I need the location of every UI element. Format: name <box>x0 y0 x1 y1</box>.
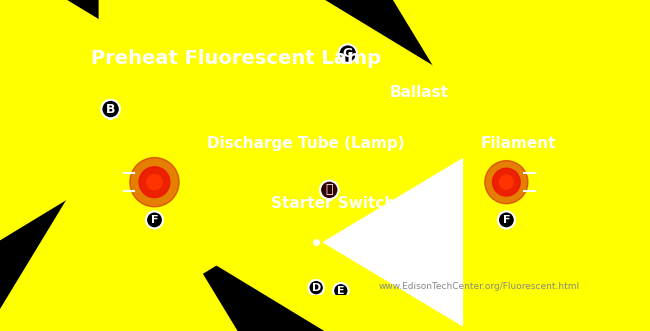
Text: Preheat Fluorescent Lamp: Preheat Fluorescent Lamp <box>90 49 381 68</box>
Text: www.EdisonTechCenter.org/Fluorescent.html: www.EdisonTechCenter.org/Fluorescent.htm… <box>378 282 580 291</box>
Bar <box>330 91 355 95</box>
Circle shape <box>146 212 163 228</box>
Circle shape <box>333 283 348 299</box>
Circle shape <box>320 181 339 199</box>
Text: D: D <box>311 283 321 293</box>
Text: Filament: Filament <box>480 136 556 151</box>
Circle shape <box>493 168 520 196</box>
FancyBboxPatch shape <box>123 155 536 210</box>
Text: E: E <box>337 286 344 296</box>
Text: B: B <box>106 103 115 116</box>
Text: G: G <box>343 47 353 60</box>
FancyBboxPatch shape <box>277 57 388 135</box>
Circle shape <box>139 167 170 198</box>
Bar <box>297 68 322 72</box>
Text: F: F <box>502 215 510 225</box>
Text: Ballast: Ballast <box>389 85 448 100</box>
Circle shape <box>309 280 324 295</box>
Circle shape <box>147 174 162 190</box>
Circle shape <box>339 44 357 63</box>
Bar <box>297 91 322 95</box>
FancyBboxPatch shape <box>295 212 371 281</box>
Bar <box>297 83 322 87</box>
Bar <box>330 75 355 80</box>
Circle shape <box>499 175 514 189</box>
Text: Ⓐ: Ⓐ <box>326 183 333 196</box>
Bar <box>297 75 322 80</box>
Text: Starter Switch: Starter Switch <box>271 196 395 211</box>
Circle shape <box>485 161 528 204</box>
Circle shape <box>101 100 120 118</box>
Text: F: F <box>151 215 158 225</box>
Bar <box>330 83 355 87</box>
Bar <box>330 68 355 72</box>
Text: Discharge Tube (Lamp): Discharge Tube (Lamp) <box>207 136 405 151</box>
Circle shape <box>130 158 179 207</box>
Circle shape <box>498 212 515 228</box>
